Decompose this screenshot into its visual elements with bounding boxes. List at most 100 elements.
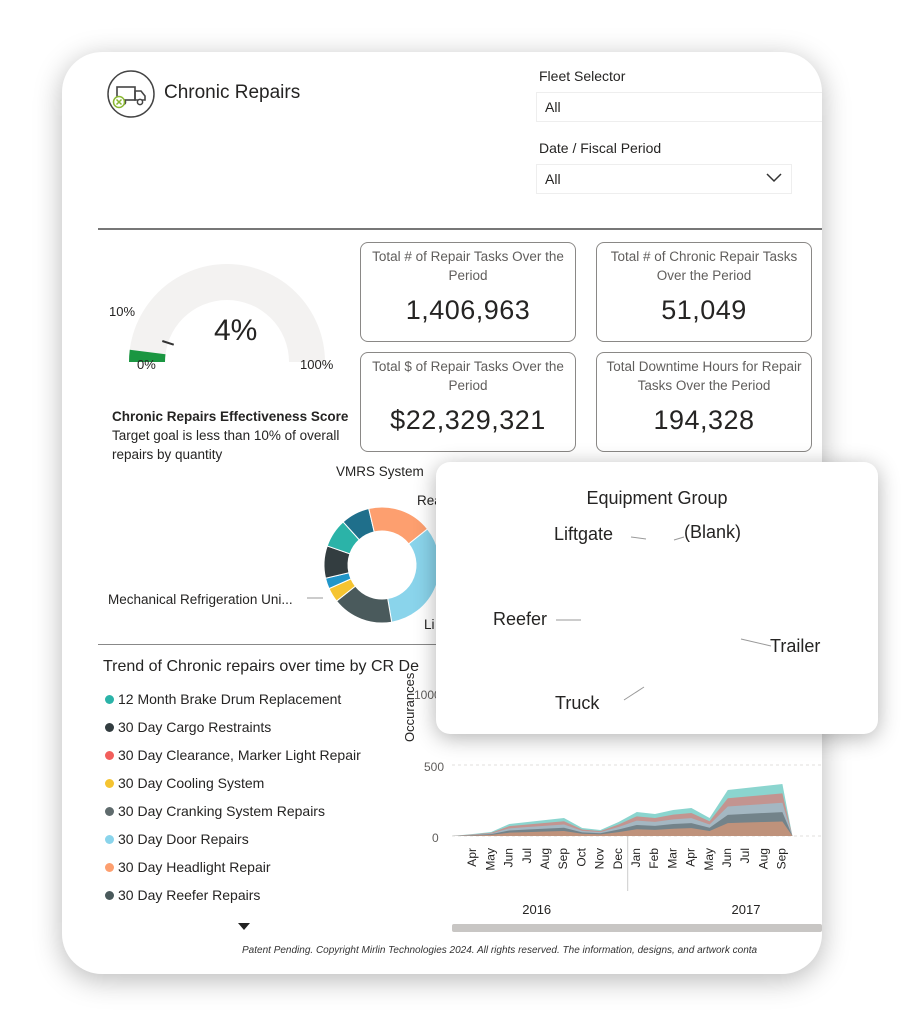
- gauge-target-marker: [162, 340, 175, 346]
- x-tick-label: Apr: [684, 848, 698, 867]
- kpi-title: Total # of Repair Tasks Over the Period: [372, 249, 564, 283]
- gauge-min-label: 0%: [137, 357, 156, 372]
- legend-label: 30 Day Cranking System Repairs: [118, 803, 325, 819]
- kpi-value: 51,049: [661, 295, 747, 325]
- x-tick-label: Jul: [738, 848, 752, 863]
- x-tick-label: May: [702, 848, 716, 871]
- effectiveness-score-text: Chronic Repairs Effectiveness Score Targ…: [112, 407, 362, 464]
- vmrs-chart-title: VMRS System: [336, 464, 424, 479]
- legend-scroll-down-icon[interactable]: [238, 918, 250, 936]
- y-tick: 1000: [414, 688, 441, 702]
- date-period-label: Date / Fiscal Period: [539, 140, 662, 156]
- kpi-total-dollars: Total $ of Repair Tasks Over the Period …: [360, 352, 576, 452]
- legend-dot: [105, 806, 114, 816]
- legend-item[interactable]: 30 Day Headlight Repair: [105, 853, 361, 881]
- legend-label: 12 Month Brake Drum Replacement: [118, 691, 342, 707]
- page-title: Chronic Repairs: [164, 82, 301, 103]
- legend-item[interactable]: 30 Day Clearance, Marker Light Repair: [105, 741, 361, 769]
- legend-label: 30 Day Cargo Restraints: [118, 719, 272, 735]
- x-tick-label: Apr: [465, 848, 479, 867]
- vmrs-label-top: Rea: [417, 493, 442, 508]
- x-tick-label: Dec: [611, 848, 625, 869]
- y-axis-label: Occurances: [402, 672, 417, 742]
- legend-label: 30 Day Clearance, Marker Light Repair: [118, 747, 361, 763]
- legend-item[interactable]: 30 Day Cargo Restraints: [105, 713, 361, 741]
- horizontal-scrollbar[interactable]: [452, 924, 822, 932]
- legend-item[interactable]: 12 Month Brake Drum Replacement: [105, 685, 361, 713]
- x-tick-label: Jun: [720, 848, 734, 867]
- kpi-title: Total Downtime Hours for Repair Tasks Ov…: [606, 359, 802, 393]
- kpi-value: $22,329,321: [390, 405, 546, 435]
- x-tick-label: Feb: [647, 848, 661, 869]
- x-tick-label: Aug: [538, 848, 552, 869]
- fleet-selector-value: All: [545, 99, 561, 115]
- x-tick-label: Nov: [593, 848, 607, 869]
- truck-icon: [107, 70, 155, 118]
- kpi-chronic-repair-tasks: Total # of Chronic Repair Tasks Over the…: [596, 242, 812, 342]
- legend-dot: [105, 890, 114, 900]
- label-truck: Truck: [555, 693, 600, 713]
- gauge-track: [129, 264, 325, 362]
- legend-label: 30 Day Headlight Repair: [118, 859, 271, 875]
- legend-label: 30 Day Cooling System: [118, 775, 265, 791]
- legend-item[interactable]: 30 Day Cranking System Repairs: [105, 797, 361, 825]
- kpi-total-repair-tasks: Total # of Repair Tasks Over the Period …: [360, 242, 576, 342]
- trend-chart-title: Trend of Chronic repairs over time by CR…: [103, 658, 419, 675]
- label-liftgate: Liftgate: [554, 524, 614, 544]
- donut-slice[interactable]: [387, 528, 441, 623]
- kpi-downtime-hours: Total Downtime Hours for Repair Tasks Ov…: [596, 352, 812, 452]
- kpi-title: Total # of Chronic Repair Tasks Over the…: [610, 249, 798, 283]
- legend-label: 30 Day Reefer Repairs: [118, 887, 261, 903]
- x-tick-label: Jan: [629, 848, 643, 867]
- area-series: [452, 812, 793, 836]
- equipment-group-title: Equipment Group: [586, 488, 728, 508]
- gauge-max-label: 100%: [300, 357, 334, 372]
- x-tick-label: May: [483, 848, 497, 871]
- leader-line: [740, 638, 772, 647]
- date-period-value: All: [545, 171, 561, 187]
- vmrs-leader-line: [307, 597, 323, 599]
- gauge-target-label: 10%: [109, 304, 136, 319]
- kpi-title: Total $ of Repair Tasks Over the Period: [372, 359, 564, 393]
- legend-dot: [105, 750, 114, 760]
- trend-area-chart[interactable]: Apr May Jun Jul Aug Sep Oct Nov Dec Jan Feb Mar Apr M…: [452, 732, 822, 922]
- data-label: 89: [777, 776, 789, 787]
- vmrs-donut-chart[interactable]: [317, 500, 447, 630]
- effectiveness-gauge: [129, 264, 325, 362]
- y-tick: 0: [432, 831, 439, 845]
- x-tick-label: Jun: [502, 848, 516, 867]
- x-tick-label: Aug: [756, 848, 770, 869]
- legend-label: 30 Day Door Repairs: [118, 831, 249, 847]
- x-tick-label: Mar: [665, 848, 679, 869]
- legend-dot: [105, 694, 114, 704]
- kpi-value: 1,406,963: [405, 295, 531, 325]
- legend-item[interactable]: 30 Day Cooling System: [105, 769, 361, 797]
- legend-item[interactable]: 30 Day Reefer Repairs: [105, 881, 361, 909]
- label-blank: (Blank): [684, 522, 742, 542]
- x-tick-label: Jul: [520, 848, 534, 863]
- legend-dot: [105, 834, 114, 844]
- leader-line: [673, 536, 685, 541]
- effectiveness-score-description: Target goal is less than 10% of overall …: [112, 428, 340, 462]
- leader-line: [623, 686, 645, 701]
- equipment-group-popup[interactable]: Equipment Group Liftgate (Blank) Reefer …: [436, 462, 878, 734]
- vmrs-label-bottom: Li: [424, 617, 435, 632]
- label-reefer: Reefer: [493, 609, 548, 629]
- legend-dot: [105, 722, 114, 732]
- legend-dot: [105, 862, 114, 872]
- x-tick-label: Sep: [775, 848, 789, 870]
- copyright-footer: Patent Pending. Copyright Mirlin Technol…: [242, 945, 758, 956]
- equipment-group-donut-chart[interactable]: [436, 462, 878, 734]
- year-label: 2017: [732, 902, 761, 917]
- legend-item[interactable]: 30 Day Door Repairs: [105, 825, 361, 853]
- gauge-value: 4%: [214, 314, 258, 347]
- donut-slice[interactable]: [368, 506, 429, 545]
- legend-dot: [105, 778, 114, 788]
- gauge-fill: [129, 349, 166, 362]
- leader-line: [630, 536, 647, 540]
- fleet-selector-dropdown[interactable]: All: [536, 92, 822, 122]
- date-period-dropdown[interactable]: All: [536, 164, 792, 194]
- header-divider: [98, 228, 822, 230]
- vmrs-label-mechanical: Mechanical Refrigeration Uni...: [108, 592, 293, 607]
- x-tick-label: Oct: [574, 847, 588, 866]
